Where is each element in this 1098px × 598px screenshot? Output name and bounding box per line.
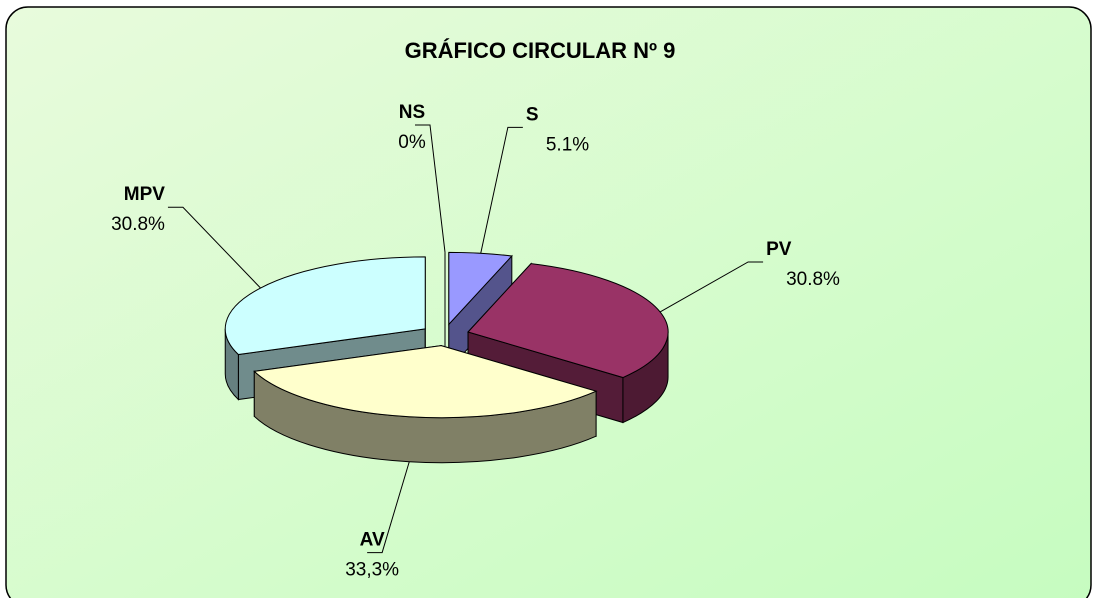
slice-value-label: 30.8% bbox=[111, 214, 165, 235]
leader-line bbox=[480, 126, 523, 254]
chart-title: GRÁFICO CIRCULAR Nº 9 bbox=[405, 38, 676, 63]
slice-label: PV bbox=[766, 239, 792, 260]
slice-value-label: 0% bbox=[398, 132, 426, 153]
slice-value-label: 30.8% bbox=[786, 269, 840, 290]
slice-value-label: 5.1% bbox=[546, 134, 589, 155]
leader-line bbox=[167, 206, 261, 289]
leader-line bbox=[415, 124, 446, 253]
slice-top bbox=[224, 256, 426, 356]
leader-line bbox=[367, 461, 410, 554]
slice-label: S bbox=[526, 104, 539, 125]
slice-label: AV bbox=[360, 530, 385, 551]
slice-label: NS bbox=[399, 102, 425, 123]
slice-label: MPV bbox=[124, 184, 166, 205]
slice-top bbox=[253, 345, 598, 419]
slice-value-label: 33,3% bbox=[345, 560, 399, 581]
slice-top bbox=[467, 263, 669, 379]
leader-line bbox=[659, 261, 764, 313]
slice bbox=[253, 344, 598, 464]
